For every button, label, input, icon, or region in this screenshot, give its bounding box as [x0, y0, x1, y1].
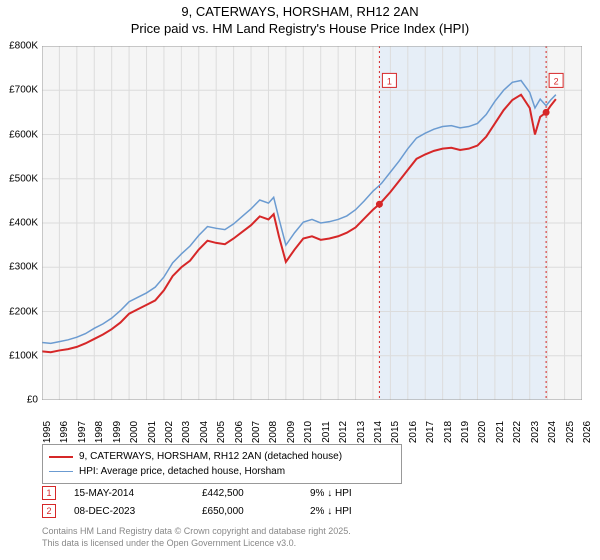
marker-pct: 9% ↓ HPI: [310, 488, 410, 499]
marker-number-box: 2: [42, 504, 56, 518]
x-tick-label: 2008: [268, 421, 279, 443]
x-tick-label: 2019: [460, 421, 471, 443]
x-tick-label: 2021: [495, 421, 506, 443]
marker-number-box: 1: [42, 486, 56, 500]
marker-row: 2 08-DEC-2023 £650,000 2% ↓ HPI: [42, 504, 582, 518]
legend-box: 9, CATERWAYS, HORSHAM, RH12 2AN (detache…: [42, 444, 402, 484]
legend-swatch: [49, 471, 73, 473]
legend-label: HPI: Average price, detached house, Hors…: [79, 464, 285, 479]
x-tick-label: 2005: [216, 421, 227, 443]
x-tick-label: 1996: [59, 421, 70, 443]
y-tick-label: £800K: [9, 41, 38, 52]
chart-svg: 12: [42, 46, 582, 400]
y-tick-label: £400K: [9, 218, 38, 229]
y-tick-label: £500K: [9, 173, 38, 184]
y-tick-label: £300K: [9, 262, 38, 273]
x-tick-label: 2026: [582, 421, 593, 443]
x-tick-label: 2014: [373, 421, 384, 443]
legend-swatch: [49, 456, 73, 458]
x-tick-label: 2022: [512, 421, 523, 443]
x-tick-label: 2024: [547, 421, 558, 443]
x-tick-label: 2018: [443, 421, 454, 443]
x-tick-label: 2025: [565, 421, 576, 443]
x-tick-label: 2006: [234, 421, 245, 443]
legend-label: 9, CATERWAYS, HORSHAM, RH12 2AN (detache…: [79, 449, 342, 464]
x-tick-label: 2016: [408, 421, 419, 443]
title-subtitle: Price paid vs. HM Land Registry's House …: [0, 21, 600, 38]
marker-date: 08-DEC-2023: [74, 506, 184, 517]
x-tick-label: 2004: [199, 421, 210, 443]
x-tick-label: 1999: [112, 421, 123, 443]
x-tick-label: 2011: [321, 421, 332, 443]
attribution-line2: This data is licensed under the Open Gov…: [42, 538, 351, 550]
x-tick-label: 2000: [129, 421, 140, 443]
title-address: 9, CATERWAYS, HORSHAM, RH12 2AN: [0, 4, 600, 21]
marker-table: 1 15-MAY-2014 £442,500 9% ↓ HPI 2 08-DEC-2023…: [42, 486, 582, 522]
chart-container: 9, CATERWAYS, HORSHAM, RH12 2AN Price pa…: [0, 0, 600, 560]
y-tick-label: £0: [27, 395, 38, 406]
y-axis: £0£100K£200K£300K£400K£500K£600K£700K£80…: [0, 46, 40, 400]
x-tick-label: 2009: [286, 421, 297, 443]
marker-date: 15-MAY-2014: [74, 488, 184, 499]
y-tick-label: £200K: [9, 306, 38, 317]
x-tick-label: 1997: [77, 421, 88, 443]
legend-row: HPI: Average price, detached house, Hors…: [49, 464, 395, 479]
x-tick-label: 2002: [164, 421, 175, 443]
x-tick-label: 2023: [530, 421, 541, 443]
marker-row: 1 15-MAY-2014 £442,500 9% ↓ HPI: [42, 486, 582, 500]
x-tick-label: 2020: [477, 421, 488, 443]
title-block: 9, CATERWAYS, HORSHAM, RH12 2AN Price pa…: [0, 0, 600, 38]
x-tick-label: 2017: [425, 421, 436, 443]
x-tick-label: 2007: [251, 421, 262, 443]
attribution-line1: Contains HM Land Registry data © Crown c…: [42, 526, 351, 538]
x-tick-label: 2012: [338, 421, 349, 443]
y-tick-label: £100K: [9, 350, 38, 361]
x-tick-label: 1995: [42, 421, 53, 443]
x-tick-label: 2001: [147, 421, 158, 443]
x-axis: 1995 1996 1997 1998 1999 2000 2001 2002 2003 2004…: [42, 402, 582, 442]
y-tick-label: £600K: [9, 129, 38, 140]
x-tick-label: 2003: [181, 421, 192, 443]
svg-text:1: 1: [387, 76, 392, 86]
marker-pct: 2% ↓ HPI: [310, 506, 410, 517]
svg-text:2: 2: [554, 76, 559, 86]
marker-price: £442,500: [202, 488, 292, 499]
y-tick-label: £700K: [9, 85, 38, 96]
attribution: Contains HM Land Registry data © Crown c…: [42, 526, 351, 549]
x-tick-label: 2013: [356, 421, 367, 443]
x-tick-label: 2015: [390, 421, 401, 443]
marker-price: £650,000: [202, 506, 292, 517]
x-tick-label: 2010: [303, 421, 314, 443]
legend-row: 9, CATERWAYS, HORSHAM, RH12 2AN (detache…: [49, 449, 395, 464]
plot-area: 12: [42, 46, 582, 400]
x-tick-label: 1998: [94, 421, 105, 443]
